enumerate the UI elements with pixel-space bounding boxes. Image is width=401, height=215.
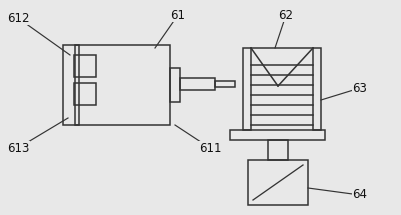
Bar <box>180 78 215 90</box>
Bar <box>242 48 250 130</box>
Text: 63: 63 <box>352 81 367 95</box>
Text: 64: 64 <box>352 189 367 201</box>
Bar <box>74 83 96 105</box>
Bar <box>247 160 307 205</box>
Bar <box>267 140 287 160</box>
Bar <box>170 68 180 102</box>
Bar <box>229 130 324 140</box>
Bar <box>74 55 96 77</box>
Bar <box>63 45 79 125</box>
Text: 613: 613 <box>7 141 29 155</box>
Bar <box>215 81 235 87</box>
Text: 611: 611 <box>198 141 221 155</box>
Text: 612: 612 <box>7 11 29 25</box>
Text: 61: 61 <box>170 9 185 22</box>
Bar <box>75 45 170 125</box>
Text: 62: 62 <box>278 9 293 22</box>
Bar <box>312 48 320 130</box>
